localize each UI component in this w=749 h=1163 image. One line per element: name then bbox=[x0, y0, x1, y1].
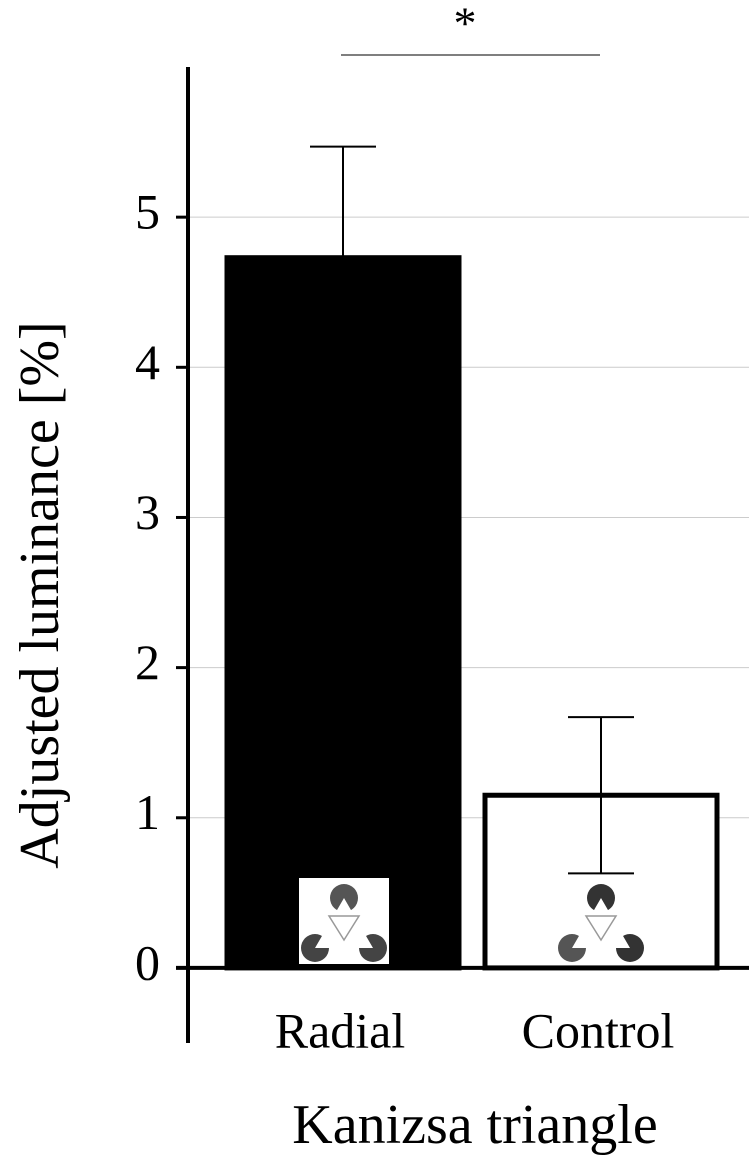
y-tick-label: 3 bbox=[135, 484, 160, 540]
y-tick-label: 1 bbox=[135, 784, 160, 840]
y-tick-label: 2 bbox=[135, 634, 160, 690]
y-tick-label: 0 bbox=[135, 934, 160, 990]
x-tick-label: Radial bbox=[275, 1002, 406, 1058]
radial-icon bbox=[299, 878, 389, 964]
y-tick-label: 5 bbox=[135, 184, 160, 240]
x-tick-label: Control bbox=[522, 1002, 675, 1058]
significance-label: * bbox=[454, 0, 477, 49]
y-axis-title: Adjusted luminance [%] bbox=[9, 321, 71, 868]
y-tick-label: 4 bbox=[135, 334, 160, 390]
x-axis-title: Kanizsa triangle bbox=[292, 1094, 657, 1156]
bars bbox=[227, 258, 717, 968]
chart: 0 1 2 3 4 5 Radial Control * Adjusted luminance… bbox=[0, 0, 749, 1163]
